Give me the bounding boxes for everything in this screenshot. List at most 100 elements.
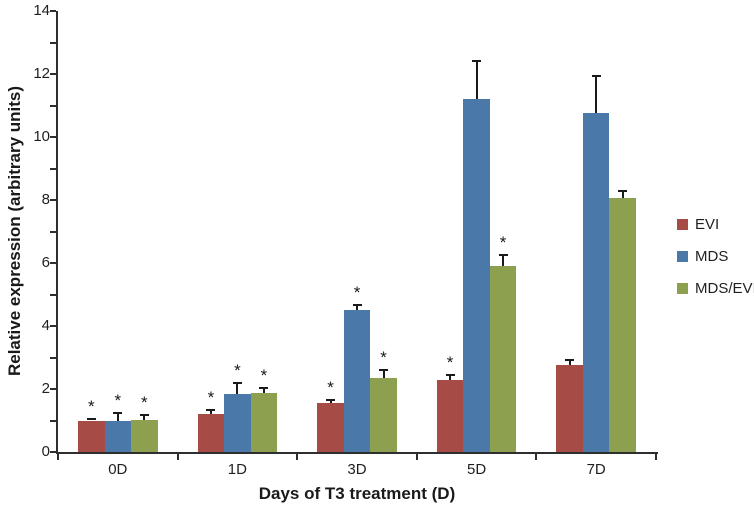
error-bar [236,382,239,394]
error-bar-cap [591,74,601,77]
y-axis-tick [50,356,56,359]
significance-asterisk: * [234,360,241,380]
y-axis-tick [50,41,56,44]
legend-swatch [677,283,688,294]
error-bar [502,255,505,267]
error-bar [595,75,598,114]
error-bar [568,360,571,365]
bar-evi-0d [78,420,105,452]
x-axis-tick [415,454,418,460]
bar-evi-7d [556,364,583,452]
y-axis-tick [50,262,56,264]
y-axis-tick [50,293,56,296]
error-bar [329,399,332,403]
error-bar [382,370,385,378]
legend-item-mds-evi: MDS/EVI [677,280,754,297]
bar-mds-1d [224,393,251,452]
significance-asterisk: * [114,390,122,410]
error-bar-cap [472,60,482,63]
legend-item-mds: MDS [677,248,754,265]
error-bar-cap [86,418,96,421]
error-bar [262,388,265,394]
error-bar-cap [139,414,149,417]
significance-asterisk: * [140,393,148,413]
y-tick-label: 10 [33,128,50,145]
y-axis-tick [50,388,56,390]
bar-mds-0d [104,420,132,452]
error-bar-cap [618,190,628,193]
error-bar [116,412,119,421]
plot-area: 0 2 4 6 8 10 12 14 0D 1D 3D 5D 7D * * * * * * * * * * * [33,3,657,478]
x-axis-tick [296,454,299,460]
significance-asterisk: * [499,233,507,253]
x-tick-label: 7D [586,461,606,478]
error-bar-cap [565,359,575,362]
error-bar-cap [113,411,123,414]
y-tick-label: 2 [41,380,50,397]
significance-asterisk: * [87,397,95,417]
bar-mds-7d [582,113,610,452]
bar-mds-5d [463,99,490,452]
bar-mds-evi-3d [370,377,397,452]
error-bar [209,410,212,414]
bar-evi-3d [317,402,344,452]
y-tick-label: 6 [41,254,50,271]
bar-mds-evi-0d [131,419,158,452]
bar-mds-evi-5d [489,266,517,452]
legend-swatch [677,251,688,262]
bar-mds-3d [343,310,371,452]
y-axis-tick [50,73,56,75]
y-tick-label: 14 [33,2,50,19]
legend-label: EVI [695,216,720,233]
y-tick-label: 12 [33,65,50,82]
error-bar-cap [352,303,362,306]
significance-asterisk: * [207,388,215,408]
error-bar-cap [445,374,455,377]
significance-asterisk: * [446,353,454,373]
legend-swatch [677,219,688,230]
significance-asterisk: * [353,282,361,302]
y-axis-tick [50,451,56,453]
y-axis-tick [50,419,56,422]
bar-mds-evi-7d [609,198,636,452]
x-axis-title: Days of T3 treatment (D) [258,484,456,503]
y-tick-label: 8 [41,191,50,208]
error-bar-cap [206,409,216,412]
y-tick-label: 0 [41,443,50,460]
x-axis-tick [176,454,179,460]
significance-asterisk: * [260,366,268,386]
error-bar-cap [326,398,335,401]
x-axis-tick [57,454,59,460]
y-axis-tick [50,104,56,107]
x-axis-tick [535,454,538,460]
x-axis-line [56,452,658,454]
x-axis-tick [655,454,657,460]
bar-evi-5d [436,380,464,452]
significance-asterisk: * [380,348,387,368]
error-bar-cap [259,387,269,390]
bar-evi-1d [197,413,225,452]
y-axis-tick [50,10,56,12]
y-axis-tick [50,325,56,327]
y-axis-tick [50,136,56,138]
error-bar [143,415,146,420]
legend: EVI MDS MDS/EVI [677,216,754,314]
legend-label: MDS [695,248,729,265]
x-tick-label: 0D [108,461,128,478]
bar-mds-evi-1d [250,393,278,452]
x-tick-label: 3D [347,461,367,478]
significance-asterisk: * [327,377,334,397]
error-bar-cap [379,369,388,372]
x-tick-label: 5D [467,461,487,478]
y-axis-tick [50,199,56,201]
error-bar-cap [232,381,242,384]
legend-item-evi: EVI [677,216,754,233]
y-axis-tick [50,167,56,170]
error-bar [475,61,478,100]
error-bar [621,191,624,199]
legend-label: MDS/EVI [695,280,754,297]
y-axis-tick [50,230,56,233]
y-axis-line [56,11,58,454]
x-tick-label: 1D [227,461,247,478]
